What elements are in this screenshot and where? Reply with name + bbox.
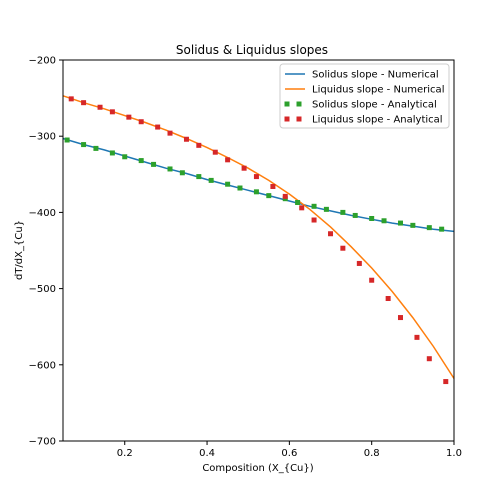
legend: Solidus slope - Numerical Liquidus slope … <box>279 63 450 129</box>
x-tick-label: 0.4 <box>199 448 215 459</box>
series-3-point <box>340 245 346 251</box>
series-2-point <box>397 220 403 226</box>
x-tick-label: 0.2 <box>117 448 133 459</box>
series-3-point <box>253 174 259 180</box>
series-2-point <box>122 154 128 160</box>
plot-area <box>62 95 455 385</box>
series-3-point <box>385 296 391 302</box>
series-3-point <box>356 260 362 266</box>
plot-frame <box>62 59 455 442</box>
series-2-point <box>253 189 259 195</box>
series-2-point <box>196 174 202 180</box>
series-2-point <box>208 177 214 183</box>
series-3-point <box>443 379 449 385</box>
series-2-point <box>138 158 144 164</box>
chart-title: Solidus & Liquidus slopes <box>176 43 328 57</box>
y-tick-label: −200 <box>29 56 56 67</box>
axes: 0.2 0.4 0.6 0.8 1.0 −700 −600 −500 −400 −300 −200 <box>29 56 462 460</box>
series-3-point <box>138 119 144 125</box>
series-2-point <box>323 206 329 212</box>
legend-box <box>279 63 450 129</box>
series-3-point <box>426 356 432 362</box>
series-3-point <box>270 183 276 189</box>
legend-swatch-2 <box>296 101 302 107</box>
series-3-point <box>155 124 161 130</box>
x-tick-label: 1.0 <box>446 448 462 459</box>
series-2-point <box>64 137 70 143</box>
series-3-point <box>225 157 231 163</box>
legend-swatch-2 <box>284 101 290 107</box>
series-2-point <box>426 225 432 231</box>
series-2-point <box>381 218 387 224</box>
series-2-point <box>311 203 317 209</box>
series-2-point <box>410 222 416 228</box>
x-tick-label: 0.6 <box>281 448 297 459</box>
series-2-point <box>167 166 173 172</box>
series-3-point <box>167 130 173 136</box>
series-3-point <box>81 100 87 106</box>
series-2-point <box>439 226 445 232</box>
series-3-point <box>414 334 420 340</box>
series-2-point <box>179 170 185 176</box>
series-2-point <box>295 199 301 205</box>
series-3-point <box>183 136 189 142</box>
series-line-1 <box>62 95 455 379</box>
series-2-point <box>93 145 99 151</box>
series-2-point <box>237 185 243 191</box>
legend-label-0: Solidus slope - Numerical <box>312 70 439 81</box>
legend-swatch-3 <box>296 116 302 122</box>
series-2-point <box>266 193 272 199</box>
legend-label-3: Liquidus slope - Analytical <box>312 115 443 126</box>
series-3-point <box>109 109 115 115</box>
series-3-point <box>97 104 103 110</box>
y-axis-label: dT/dX_{Cu} <box>14 220 25 280</box>
series-2-point <box>340 209 346 215</box>
y-tick-label: −600 <box>29 360 56 371</box>
series-2-point <box>151 161 157 167</box>
x-tick-label: 0.8 <box>364 448 380 459</box>
series-3-point <box>311 217 317 223</box>
legend-swatch-3 <box>284 116 290 122</box>
y-tick-label: −500 <box>29 284 56 295</box>
series-line-0 <box>62 137 455 233</box>
series-3-point <box>282 193 288 199</box>
x-axis-label: Composition (X_{Cu}) <box>202 463 313 474</box>
series-3-point <box>369 277 375 283</box>
series-3-point <box>299 205 305 211</box>
legend-label-1: Liquidus slope - Numerical <box>312 85 444 96</box>
series-3-point <box>212 149 218 155</box>
legend-label-2: Solidus slope - Analytical <box>312 100 437 111</box>
series-3-point <box>68 96 74 102</box>
series-3-point <box>397 315 403 321</box>
series-2-point <box>225 181 231 187</box>
series-2-point <box>369 215 375 221</box>
y-tick-label: −300 <box>29 132 56 143</box>
series-2-point <box>109 150 115 156</box>
series-3-point <box>328 231 334 237</box>
y-tick-label: −400 <box>29 208 56 219</box>
series-3-point <box>196 142 202 148</box>
series-3-point <box>126 114 132 120</box>
y-tick-label: −700 <box>29 437 56 448</box>
series-3-point <box>241 165 247 171</box>
series-2-point <box>81 142 87 148</box>
series-2-point <box>352 212 358 218</box>
